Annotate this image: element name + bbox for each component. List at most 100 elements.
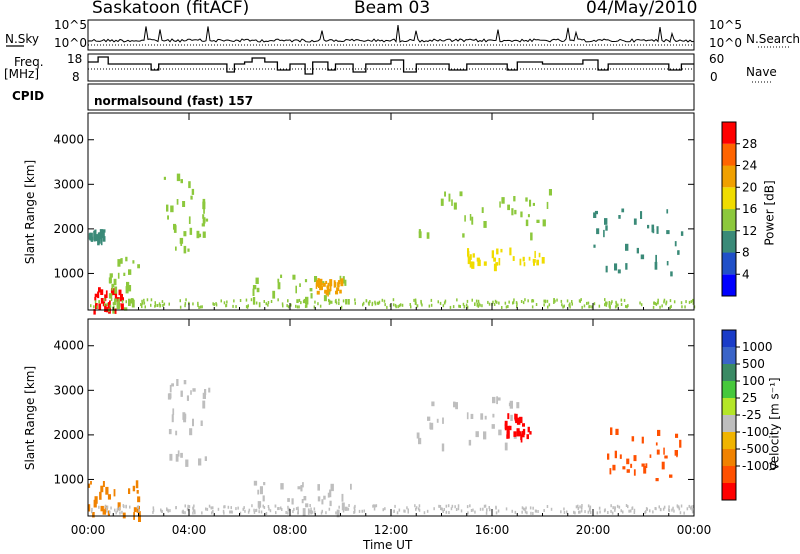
velocity-ground-cell: [253, 510, 256, 514]
power-cell: [131, 300, 135, 308]
velocity-cell: [631, 436, 635, 442]
velocity-ground-cell: [691, 510, 694, 514]
power-ground-cell: [328, 299, 331, 303]
velocity-cell: [664, 455, 668, 459]
velocity-ground-cell: [110, 506, 112, 510]
velocity-ground-cell: [678, 505, 680, 509]
velocity-ground-cell: [188, 505, 191, 509]
power-ground-cell: [334, 300, 337, 303]
power-cell: [337, 280, 341, 285]
power-ground-cell: [493, 303, 496, 306]
power-cell: [124, 307, 128, 311]
velocity-ground-cell: [633, 511, 636, 514]
power-ground-cell: [118, 305, 121, 309]
freq-trace: [88, 56, 694, 75]
power-cell: [183, 231, 187, 237]
power-cell: [295, 285, 297, 294]
velocity-cell: [329, 489, 332, 498]
power-ground-cell: [317, 302, 319, 306]
power-ground-cell: [377, 301, 380, 305]
power-cell: [666, 230, 670, 235]
power-ground-cell: [591, 305, 593, 309]
power-ground-cell: [146, 298, 149, 302]
velocity-ground-cell: [109, 510, 111, 514]
velocity-ground-cell: [205, 507, 207, 511]
velocity-cell: [138, 511, 141, 518]
power-colorbar-label: Power [dB]: [762, 180, 777, 246]
power-cell: [205, 218, 209, 222]
nsky-label: N.Sky: [5, 32, 40, 46]
velocity-ground-cell: [630, 509, 632, 513]
power-ground-cell: [158, 302, 161, 306]
power-ground-cell: [287, 305, 290, 309]
velocity-ground-cell: [338, 505, 340, 509]
velocity-ground-cell: [210, 506, 212, 510]
power-ground-cell: [547, 305, 549, 309]
velocity-ground-cell: [445, 504, 448, 508]
velocity-ground-cell: [546, 505, 549, 508]
velocity-ground-cell: [488, 506, 490, 509]
velocity-cell: [180, 390, 183, 397]
power-ground-cell: [571, 302, 573, 306]
velocity-cell: [506, 425, 510, 432]
velocity-cell: [88, 504, 91, 512]
velocity-ground-cell: [581, 504, 583, 507]
power-ground-cell: [113, 301, 116, 305]
power-ground-cell: [409, 303, 411, 306]
power-cell: [183, 245, 187, 254]
power-ground-cell: [161, 300, 164, 304]
velocity-cell: [466, 412, 469, 420]
velocity-ground-cell: [269, 509, 272, 513]
velocity-cell: [626, 469, 630, 473]
velocity-ground-cell: [460, 509, 463, 513]
power-ground-cell: [298, 298, 301, 302]
velocity-ground-cell: [231, 510, 233, 514]
velocity-ground-cell: [563, 511, 566, 514]
velocity-ground-cell: [353, 510, 356, 514]
velocity-cb-swatch: [722, 432, 736, 449]
power-cell: [541, 257, 545, 264]
power-ground-cell: [670, 304, 672, 308]
velocity-colorbar: 1000 500 100 25 -25 -100 -500 -1000: [721, 329, 777, 501]
velocity-ground-cell: [121, 510, 123, 514]
velocity-cell: [515, 419, 519, 424]
velocity-ground-cell: [418, 507, 420, 511]
velocity-cell: [133, 507, 137, 513]
power-cell: [538, 252, 541, 258]
velocity-cb-swatch: [722, 330, 736, 347]
power-ground-cell: [96, 305, 98, 309]
velocity-ground-cell: [672, 506, 674, 510]
velocity-ground-cell: [550, 507, 553, 511]
power-ground-cell: [586, 301, 588, 305]
velocity-cell: [615, 428, 619, 435]
power-cell: [464, 215, 466, 222]
velocity-cell: [633, 469, 636, 476]
velocity-ground-cell: [309, 510, 311, 514]
velocity-cell: [416, 432, 420, 439]
velocity-cell: [190, 390, 192, 395]
power-ground-cell: [481, 304, 483, 308]
power-cell: [529, 199, 532, 207]
power-ground-cell: [532, 299, 535, 303]
velocity-ground-cell: [258, 510, 260, 514]
power-cell: [519, 258, 522, 266]
power-ground-cell: [303, 298, 306, 302]
power-cell: [654, 261, 658, 270]
power-ground-cell: [627, 304, 629, 308]
power-cell: [603, 229, 605, 238]
power-cell: [309, 288, 313, 292]
velocity-ground-cell: [167, 508, 169, 512]
power-ground-cell: [220, 299, 222, 303]
velocity-ground-cell: [441, 507, 443, 511]
velocity-cb-swatch: [722, 398, 736, 415]
power-cell: [252, 288, 255, 296]
power-ground-cell: [593, 302, 596, 306]
power-ground-cell: [546, 299, 549, 303]
power-ground-cell: [232, 304, 234, 308]
power-ground-cell: [512, 300, 515, 304]
power-cell: [329, 279, 333, 287]
power-ground-cell: [512, 301, 514, 305]
power-ground-cell: [156, 304, 159, 307]
velocity-cell: [341, 493, 344, 502]
power-cell: [467, 248, 470, 256]
